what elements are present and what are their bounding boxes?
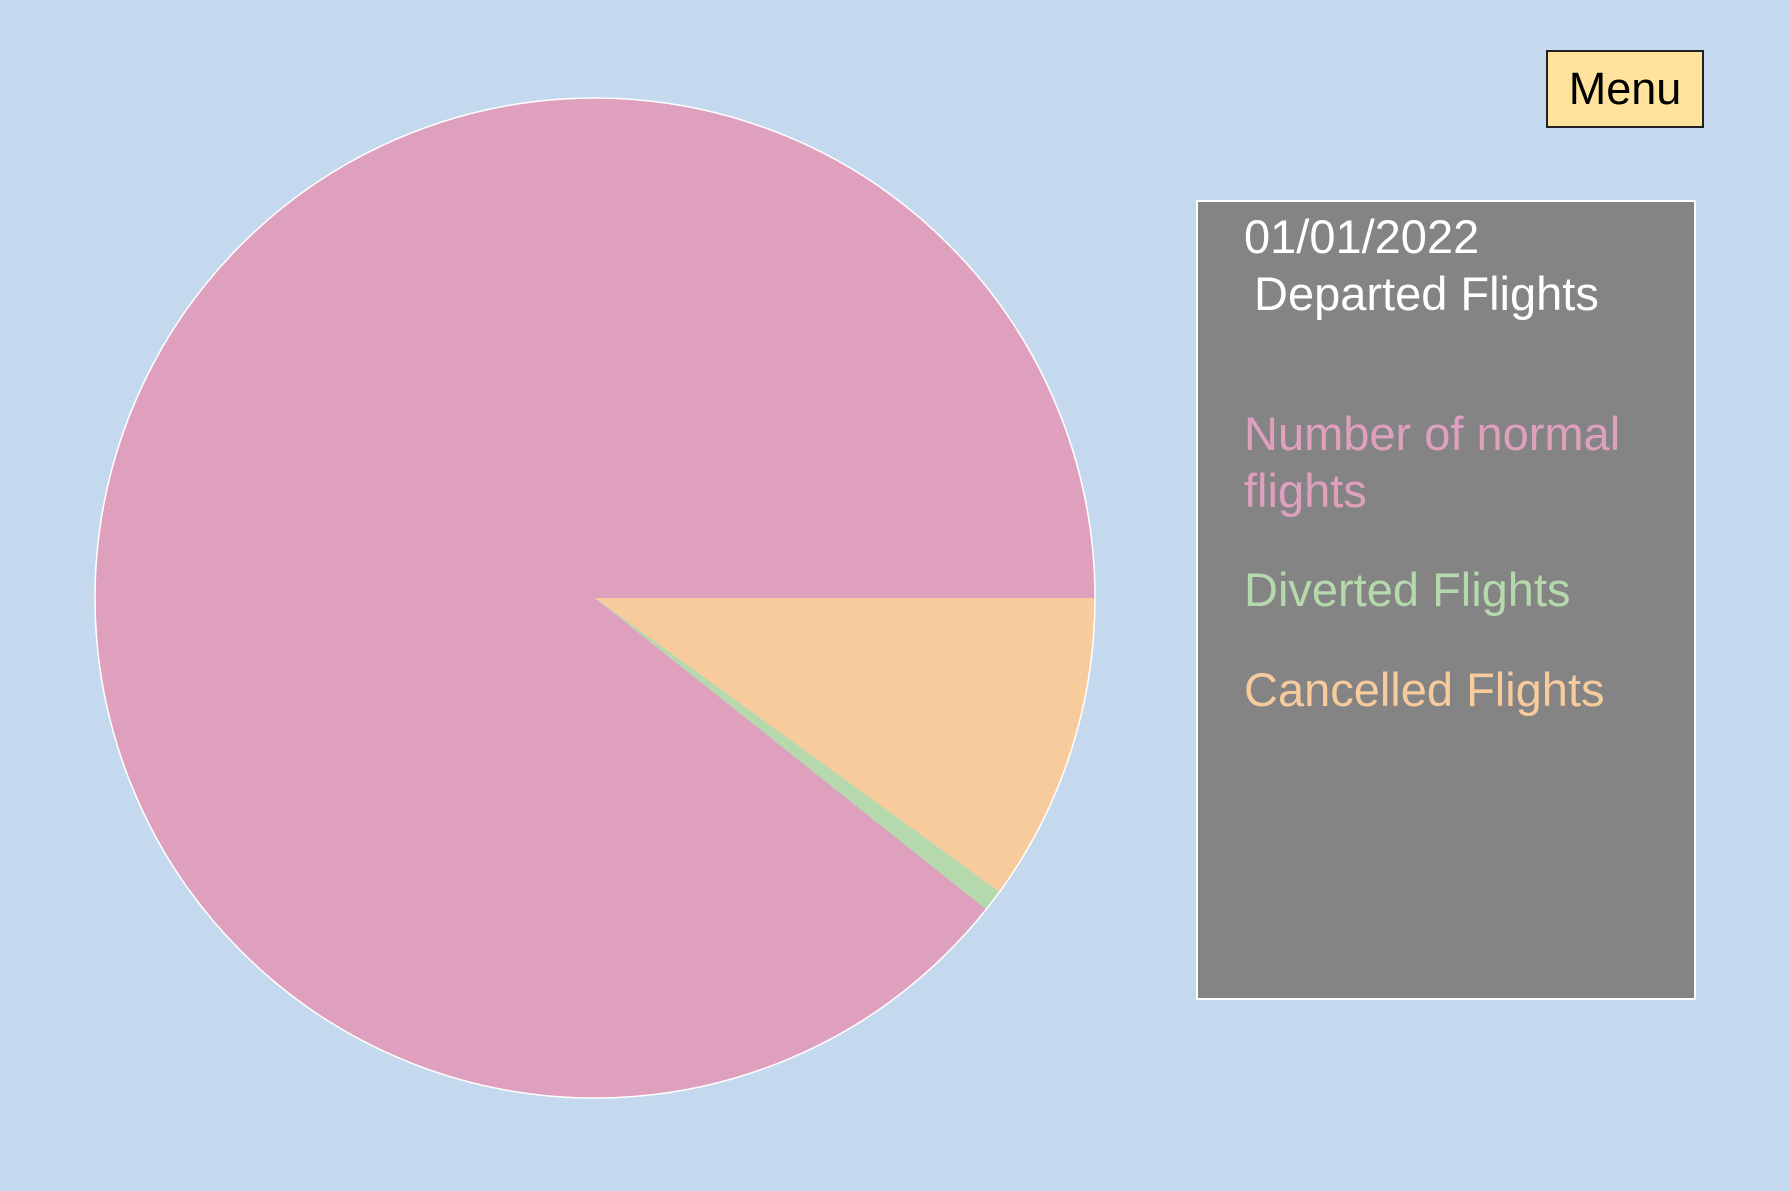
pie-slice-diverted-flights xyxy=(595,598,1000,910)
pie-slice-normal-flights xyxy=(95,98,1095,1099)
legend-entry-diverted-flights: Diverted Flights xyxy=(1244,563,1571,616)
legend-title: 01/01/2022 Departed Flights xyxy=(1244,208,1599,322)
menu-button[interactable]: Menu xyxy=(1546,50,1704,128)
legend-entry-normal-flights: Number of normal flights xyxy=(1244,407,1621,517)
pie-chart xyxy=(94,97,1096,1099)
legend-date: 01/01/2022 xyxy=(1244,210,1480,263)
pie-outline xyxy=(94,97,1096,1099)
legend-panel: 01/01/2022 Departed Flights Number of no… xyxy=(1196,200,1696,1000)
legend-entry-cancelled-flights: Cancelled Flights xyxy=(1244,663,1605,716)
legend-heading: Departed Flights xyxy=(1254,267,1599,320)
pie-slice-cancelled-flights xyxy=(595,598,1095,892)
